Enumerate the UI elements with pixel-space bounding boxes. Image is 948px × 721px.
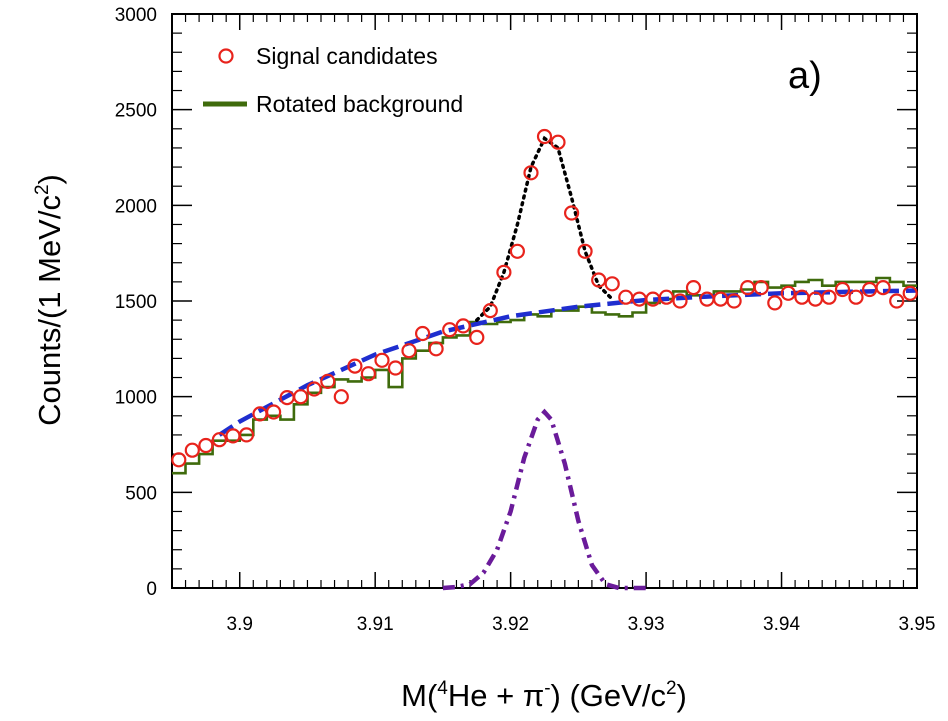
signal-candidate-point bbox=[496, 264, 512, 280]
signal-candidate-point bbox=[509, 243, 526, 259]
signal-fit-curve bbox=[442, 408, 647, 591]
signal-candidate-point bbox=[767, 295, 783, 311]
total-fit-curve bbox=[475, 135, 614, 322]
x-tick-label: 3.95 bbox=[899, 614, 936, 635]
signal-candidate-point bbox=[712, 291, 729, 307]
signal-candidate-point bbox=[536, 128, 553, 145]
signal-candidate-point bbox=[306, 381, 322, 397]
signal-candidate-point bbox=[658, 289, 675, 305]
signal-candidate-point bbox=[685, 280, 702, 296]
y-axis-title: Counts/(1 MeV/c2) bbox=[32, 174, 67, 426]
signal-candidate-point bbox=[238, 427, 255, 443]
legend-signal-marker bbox=[218, 48, 234, 64]
signal-candidate-point bbox=[401, 343, 417, 359]
y-tick-label: 2000 bbox=[115, 196, 157, 217]
signal-candidate-point bbox=[184, 442, 200, 458]
signal-candidate-point bbox=[523, 165, 539, 181]
signal-candidate-point bbox=[740, 280, 756, 296]
signal-candidate-point bbox=[889, 293, 905, 309]
rotated-background-histogram bbox=[172, 276, 917, 475]
series-layer bbox=[171, 128, 918, 591]
signal-candidate-point bbox=[482, 303, 498, 319]
y-tick-label: 1500 bbox=[115, 292, 157, 313]
signal-candidate-point bbox=[347, 358, 363, 374]
signal-candidate-point bbox=[821, 289, 837, 305]
background-fit-curve bbox=[218, 288, 918, 437]
x-tick-label: 3.92 bbox=[492, 614, 529, 635]
signal-candidate-point bbox=[333, 389, 349, 405]
signal-candidate-point bbox=[780, 285, 796, 301]
signal-candidate-point bbox=[198, 437, 214, 454]
tick-labels: 3.9 3.91 3.92 3.93 3.94 3.95 0 500 1000 1500 2000 2… bbox=[115, 5, 936, 635]
x-tick-label: 3.91 bbox=[357, 614, 394, 635]
y-tick-label: 500 bbox=[125, 483, 157, 504]
signal-candidate-point bbox=[374, 352, 390, 368]
signal-candidate-point bbox=[875, 280, 891, 296]
signal-candidate-point bbox=[428, 341, 444, 357]
signal-candidate-point bbox=[387, 360, 404, 376]
signal-candidate-point bbox=[753, 280, 769, 296]
signal-candidate-point bbox=[469, 329, 485, 345]
legend: Signal candidates Rotated background bbox=[203, 43, 463, 117]
signal-candidate-point bbox=[550, 134, 566, 150]
signal-candidate-point bbox=[455, 318, 471, 334]
signal-candidate-point bbox=[604, 276, 620, 292]
signal-candidate-point bbox=[672, 293, 688, 309]
signal-candidate-point bbox=[293, 389, 309, 405]
signal-candidate-point bbox=[320, 373, 336, 389]
x-axis-title: M(4He + π-) (GeV/c2) bbox=[401, 678, 687, 713]
signal-candidate-point bbox=[834, 281, 851, 298]
signal-candidate-point bbox=[902, 285, 918, 301]
signal-candidate-point bbox=[442, 322, 458, 338]
signal-candidate-point bbox=[848, 289, 864, 305]
x-tick-label: 3.9 bbox=[227, 614, 253, 635]
signal-candidate-point bbox=[726, 293, 742, 309]
legend-background-label: Rotated background bbox=[256, 91, 463, 117]
x-tick-label: 3.93 bbox=[628, 614, 665, 635]
signal-candidate-point bbox=[577, 243, 593, 259]
legend-signal-label: Signal candidates bbox=[256, 43, 438, 69]
signal-candidate-point bbox=[266, 404, 282, 420]
y-tick-label: 2500 bbox=[115, 101, 157, 122]
x-tick-label: 3.94 bbox=[763, 614, 800, 635]
signal-candidate-point bbox=[211, 432, 227, 448]
y-tick-label: 1000 bbox=[115, 388, 157, 409]
y-tick-label: 3000 bbox=[115, 5, 157, 26]
signal-candidate-point bbox=[591, 272, 607, 288]
panel-label: a) bbox=[788, 55, 822, 97]
signal-candidate-point bbox=[563, 205, 580, 221]
signal-candidate-point bbox=[360, 366, 376, 382]
signal-candidate-point bbox=[171, 452, 187, 468]
y-tick-label: 0 bbox=[146, 579, 157, 600]
signal-candidate-point bbox=[618, 289, 634, 305]
signal-candidate-point bbox=[415, 325, 431, 342]
